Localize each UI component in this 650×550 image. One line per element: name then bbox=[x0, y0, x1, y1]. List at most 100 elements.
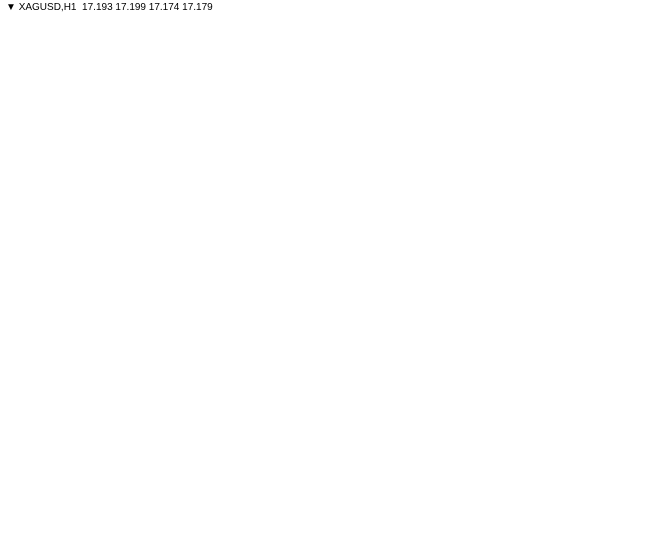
y-tick-label: 17.320 bbox=[573, 33, 604, 44]
y-tick-label: 30 bbox=[613, 349, 625, 360]
candle-body bbox=[399, 152, 407, 157]
y-tick-label: 0 bbox=[613, 366, 619, 377]
y-tick-label: 16.230 bbox=[613, 297, 644, 308]
candle-body bbox=[449, 114, 457, 120]
candle-body bbox=[498, 89, 506, 106]
chart-header: ▼ XAGUSD,H1 17.193 17.199 17.174 17.179 bbox=[6, 2, 213, 13]
bollinger-lower-band bbox=[4, 98, 583, 234]
trendline bbox=[4, 161, 583, 242]
level-price-label: 17.132 bbox=[613, 79, 644, 90]
candle-body bbox=[270, 128, 278, 132]
stoch-panel-frame bbox=[0, 377, 608, 442]
macd-signal-line bbox=[4, 473, 583, 518]
candle-body bbox=[110, 181, 118, 188]
y-tick-label: 100 bbox=[613, 378, 630, 389]
trendline bbox=[422, 77, 603, 145]
x-tick-label: 6 Jun 2018 bbox=[2, 535, 52, 546]
candle-body bbox=[389, 150, 397, 154]
candle-body bbox=[339, 143, 347, 149]
x-tick-label: 10 Jun 23:00 bbox=[192, 535, 250, 546]
candle-body bbox=[479, 89, 487, 115]
candle-body bbox=[329, 145, 337, 149]
rsi-ma-line bbox=[4, 334, 583, 342]
candle-body bbox=[359, 130, 367, 145]
candle-body bbox=[299, 138, 307, 142]
candle-body bbox=[409, 150, 417, 157]
candle-body bbox=[71, 138, 79, 159]
x-tick-label: 15 Jun 03:00 bbox=[577, 535, 635, 546]
candle-body bbox=[170, 162, 178, 178]
level-price-label: 17.300 bbox=[613, 38, 644, 49]
moving-average-slow bbox=[4, 61, 583, 199]
level-price-tag bbox=[609, 75, 650, 90]
current-price-tag bbox=[609, 64, 650, 79]
candle-body bbox=[51, 176, 59, 188]
level-price-label: 17.035 bbox=[613, 102, 644, 113]
y-tick-label: 16.775 bbox=[613, 165, 644, 176]
level-price-label: 16.924 bbox=[613, 129, 644, 140]
candle-body bbox=[41, 186, 49, 198]
candle-body bbox=[349, 130, 357, 145]
y-tick-label: -0.0149 bbox=[613, 526, 647, 537]
rsi-panel-frame bbox=[0, 305, 608, 377]
y-tick-label: 50 bbox=[613, 405, 625, 416]
y-tick-label: 0.0812 bbox=[613, 446, 644, 457]
candle-body bbox=[538, 41, 546, 62]
stoch-signal-line bbox=[4, 383, 583, 435]
y-tick-label: 16.640 bbox=[613, 198, 644, 209]
x-tick-label: 11 Jun 15:00 bbox=[257, 535, 315, 546]
y-tick-label-plate bbox=[571, 96, 605, 109]
x-tick-label: 8 Jun 05:00 bbox=[127, 535, 180, 546]
candle-body bbox=[309, 140, 317, 145]
current-price-label: 17.179 bbox=[613, 67, 644, 78]
candle-body bbox=[210, 133, 218, 164]
candle-body bbox=[91, 152, 99, 183]
candle-body bbox=[81, 138, 89, 154]
y-tick-label: 20 bbox=[613, 421, 625, 432]
candle-body bbox=[469, 89, 477, 96]
candle-body bbox=[578, 70, 586, 77]
candle-body bbox=[419, 143, 427, 152]
y-tick-label: 0.00 bbox=[613, 503, 633, 514]
candle-body bbox=[429, 123, 437, 145]
candle-body bbox=[31, 193, 39, 198]
candle-body bbox=[459, 94, 467, 120]
candle-body bbox=[290, 133, 297, 140]
level-price-tag bbox=[609, 17, 650, 32]
candle-body bbox=[548, 60, 556, 67]
candle-body bbox=[528, 41, 536, 67]
candle-body bbox=[120, 181, 128, 188]
level-price-tag bbox=[609, 34, 650, 49]
indicator-title: RSI(14) 56.2415 ->MA(18) 59.0085 bbox=[6, 311, 163, 322]
y-tick-label-plate bbox=[571, 129, 605, 142]
level-price-tag bbox=[609, 125, 650, 140]
candle-body bbox=[518, 65, 526, 82]
trendline bbox=[4, 174, 583, 242]
candle-body bbox=[240, 157, 248, 169]
stoch-main-line bbox=[4, 381, 583, 437]
candle-body bbox=[190, 167, 198, 174]
level-price-label: 17.370 bbox=[613, 21, 644, 32]
candle-body bbox=[488, 104, 496, 115]
y-tick-label: 100 bbox=[613, 309, 630, 320]
y-tick-label: 17.050 bbox=[573, 98, 604, 109]
x-tick-label: 14 Jun 10:00 bbox=[515, 535, 573, 546]
y-tick-label: 80 bbox=[635, 389, 647, 400]
x-tick-label: 13 Jun 01:00 bbox=[387, 535, 445, 546]
y-tick-label: 17.185 bbox=[573, 66, 604, 77]
x-tick-label: 7 Jun 12:00 bbox=[62, 535, 115, 546]
candle-body bbox=[220, 133, 228, 149]
candle-body bbox=[11, 196, 19, 200]
candle-body bbox=[369, 143, 377, 149]
y-tick-label: 16.505 bbox=[613, 230, 644, 241]
candle-body bbox=[21, 193, 29, 200]
candle-body bbox=[180, 172, 188, 178]
candle-body bbox=[250, 143, 258, 169]
y-tick-label-plate bbox=[571, 63, 605, 76]
bollinger-middle-band bbox=[4, 66, 583, 199]
candle-body bbox=[260, 128, 268, 145]
candle-body bbox=[568, 72, 576, 77]
bollinger-upper-band bbox=[4, 22, 583, 189]
dropdown-triangle-icon[interactable]: ▼ bbox=[6, 2, 16, 13]
